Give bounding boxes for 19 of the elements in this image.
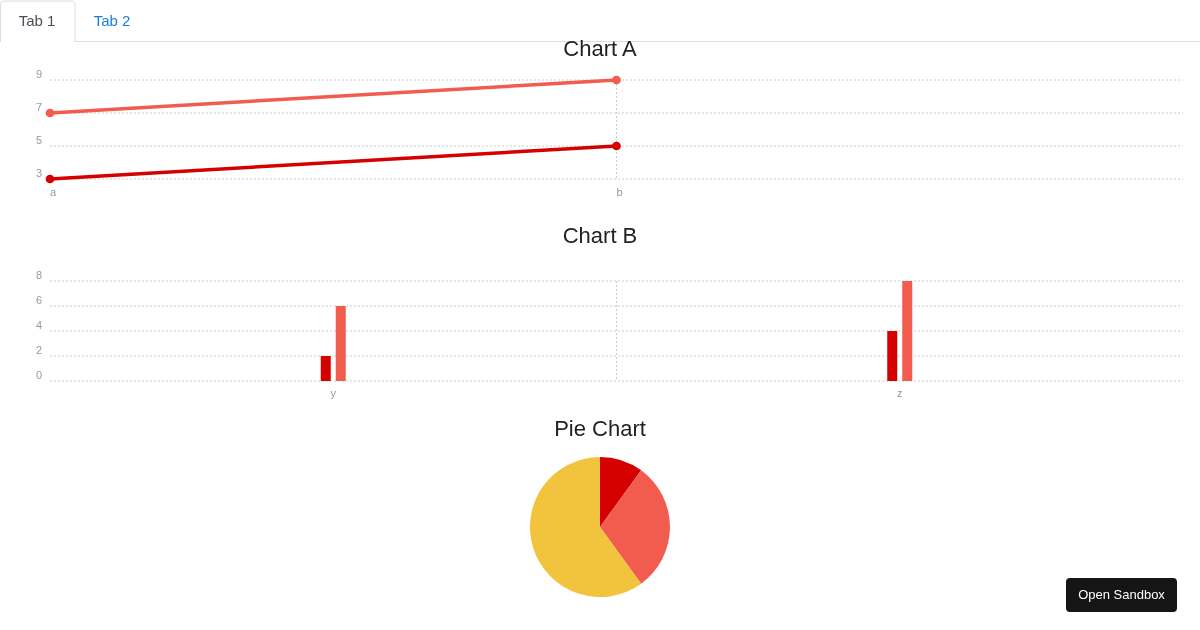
chart-title: Pie Chart [554,416,646,441]
y-tick-label: 3 [35,167,42,180]
y-tick-label: 9 [35,68,42,81]
x-tick-label: z [897,387,903,399]
x-tick-label: y [330,387,337,399]
y-tick-label: 7 [35,101,42,114]
y-tick-label: 4 [35,319,42,332]
pie-slice [530,457,642,597]
pie-slice [600,457,642,527]
y-tick-label: 2 [35,344,42,357]
y-tick-label: 0 [35,369,42,382]
y-tick-label: 6 [35,294,42,307]
x-tick-label: b [616,186,623,198]
x-tick-label: a [49,186,57,198]
chart-title: Chart B [562,223,638,248]
open-button: Open Sandbox [1066,578,1177,612]
pie-slice [600,470,670,584]
y-tick-label: 5 [35,134,42,147]
y-tick-label: 8 [35,269,42,282]
